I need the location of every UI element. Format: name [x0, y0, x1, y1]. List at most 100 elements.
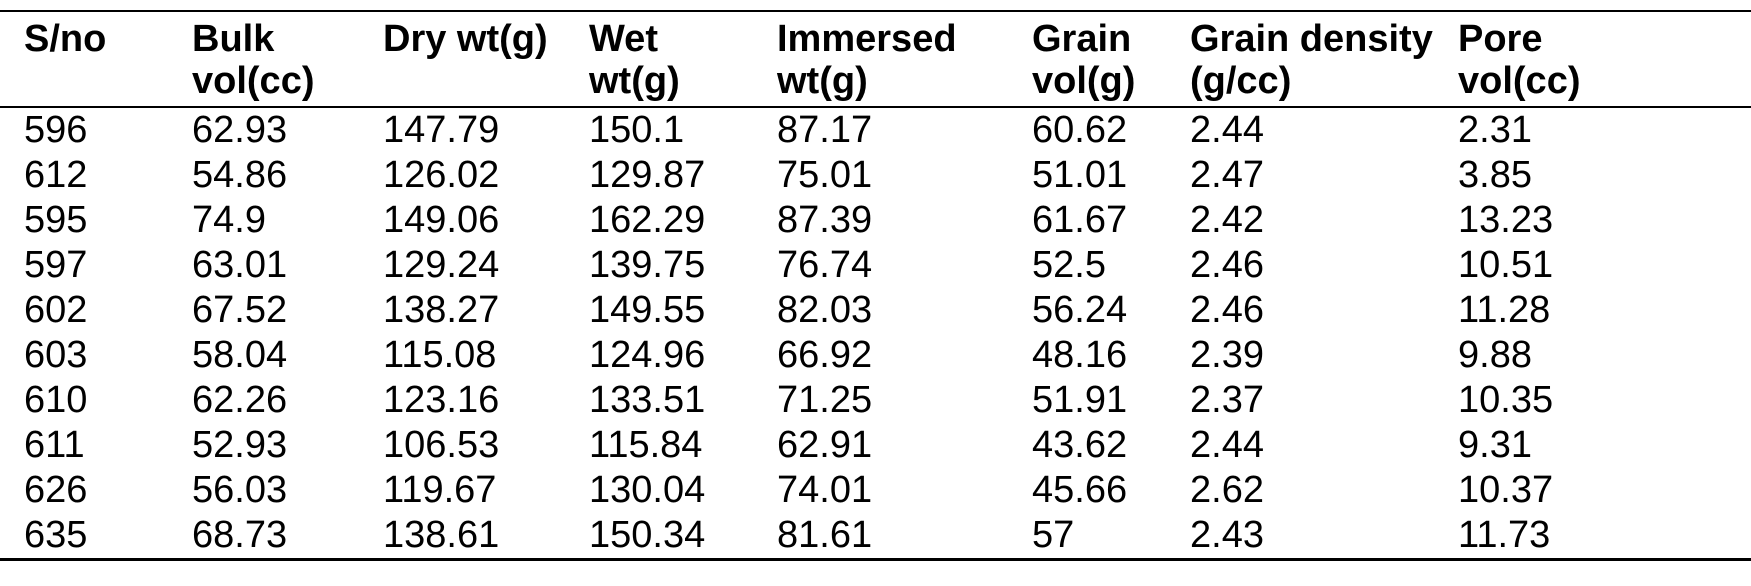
column-header-line: Grain — [1032, 18, 1132, 60]
table-cell-grain-vol: 57 — [1032, 514, 1075, 556]
table-cell-wet-wt: 139.75 — [589, 244, 706, 286]
table-cell-pore-vol: 9.31 — [1458, 424, 1532, 466]
column-header-line: vol(g) — [1032, 60, 1136, 102]
table-cell-immersed-wt: 66.92 — [777, 334, 873, 376]
table-cell-dry-wt: 138.27 — [383, 289, 500, 331]
table-cell-grain-vol: 48.16 — [1032, 334, 1128, 376]
table-row: 635 68.73 138.61 150.34 81.61 57 2.43 11.73 — [0, 513, 1751, 560]
table-cell-grain-vol: 52.5 — [1032, 244, 1106, 286]
table-row: 603 58.04 115.08 124.96 66.92 48.16 2.39 9.88 — [0, 333, 1751, 378]
table-body: 596 62.93 147.79 150.1 87.17 60.62 2.44 2.31 612… — [0, 107, 1751, 560]
table-cell-immersed-wt: 74.01 — [777, 469, 873, 511]
table-cell-dry-wt: 126.02 — [383, 154, 500, 196]
column-header-pore-vol: Pore vol(cc) — [1434, 11, 1751, 107]
column-header-line: vol(cc) — [192, 60, 315, 102]
table-cell-pore-vol: 10.51 — [1458, 244, 1554, 286]
table-header-row: S/no Bulk vol(cc) Dry wt(g) Wet wt(g) Immersed… — [0, 11, 1751, 107]
column-header-line: vol(cc) — [1458, 60, 1581, 102]
table-cell-dry-wt: 119.67 — [383, 469, 497, 511]
table-cell-grain-density: 2.47 — [1190, 154, 1264, 196]
table-cell-pore-vol: 9.88 — [1458, 334, 1532, 376]
table-cell-bulk-vol: 56.03 — [192, 469, 288, 511]
table-cell-grain-density: 2.46 — [1190, 289, 1264, 331]
column-header-line: Grain density — [1190, 18, 1433, 60]
table-cell-immersed-wt: 81.61 — [777, 514, 873, 556]
table-cell-wet-wt: 150.1 — [589, 109, 685, 151]
table-cell-grain-density: 2.62 — [1190, 469, 1264, 511]
table-cell-bulk-vol: 62.26 — [192, 379, 288, 421]
table-cell-sno: 603 — [24, 334, 88, 376]
table-cell-sno: 611 — [24, 424, 85, 466]
table-cell-grain-vol: 51.01 — [1032, 154, 1128, 196]
column-header-wet-wt: Wet wt(g) — [565, 11, 753, 107]
table-cell-wet-wt: 124.96 — [589, 334, 706, 376]
column-header-line: S/no — [24, 18, 107, 60]
column-header-bulk-vol: Bulk vol(cc) — [168, 11, 359, 107]
table-cell-wet-wt: 130.04 — [589, 469, 706, 511]
table-cell-grain-vol: 43.62 — [1032, 424, 1128, 466]
table-cell-immersed-wt: 87.17 — [777, 109, 873, 151]
table-row: 626 56.03 119.67 130.04 74.01 45.66 2.62 10.37 — [0, 468, 1751, 513]
table-cell-sno: 612 — [24, 154, 88, 196]
table-cell-grain-vol: 51.91 — [1032, 379, 1128, 421]
table-cell-wet-wt: 133.51 — [589, 379, 706, 421]
table-cell-grain-vol: 60.62 — [1032, 109, 1128, 151]
table-cell-sno: 635 — [24, 514, 88, 556]
column-header-line: wt(g) — [777, 60, 868, 102]
column-header-line: Pore — [1458, 18, 1543, 60]
table-row: 597 63.01 129.24 139.75 76.74 52.5 2.46 10.51 — [0, 243, 1751, 288]
table-cell-grain-density: 2.37 — [1190, 379, 1264, 421]
table-cell-grain-density: 2.43 — [1190, 514, 1264, 556]
table-cell-grain-density: 2.46 — [1190, 244, 1264, 286]
table-cell-bulk-vol: 52.93 — [192, 424, 288, 466]
table-row: 595 74.9 149.06 162.29 87.39 61.67 2.42 13.23 — [0, 198, 1751, 243]
column-header-line: wt(g) — [589, 60, 680, 102]
table-row: 611 52.93 106.53 115.84 62.91 43.62 2.44 9.31 — [0, 423, 1751, 468]
table-cell-bulk-vol: 67.52 — [192, 289, 288, 331]
table-cell-bulk-vol: 58.04 — [192, 334, 288, 376]
column-header-line: Bulk — [192, 18, 275, 60]
table-cell-sno: 595 — [24, 199, 88, 241]
table-cell-immersed-wt: 75.01 — [777, 154, 873, 196]
column-header-sno: S/no — [0, 11, 168, 107]
column-header-immersed-wt: Immersed wt(g) — [753, 11, 1008, 107]
table-cell-pore-vol: 13.23 — [1458, 199, 1554, 241]
column-header-dry-wt: Dry wt(g) — [359, 11, 565, 107]
data-table-container: S/no Bulk vol(cc) Dry wt(g) Wet wt(g) Immersed… — [0, 10, 1751, 561]
table-cell-wet-wt: 162.29 — [589, 199, 706, 241]
table-cell-wet-wt: 150.34 — [589, 514, 706, 556]
column-header-line: Wet — [589, 18, 658, 60]
table-cell-bulk-vol: 68.73 — [192, 514, 288, 556]
table-cell-pore-vol: 10.35 — [1458, 379, 1554, 421]
table-cell-sno: 626 — [24, 469, 88, 511]
table-cell-grain-density: 2.44 — [1190, 109, 1264, 151]
rock-properties-table: S/no Bulk vol(cc) Dry wt(g) Wet wt(g) Immersed… — [0, 10, 1751, 561]
table-cell-immersed-wt: 71.25 — [777, 379, 873, 421]
table-cell-pore-vol: 11.28 — [1458, 289, 1551, 331]
table-cell-immersed-wt: 87.39 — [777, 199, 873, 241]
table-cell-dry-wt: 123.16 — [383, 379, 500, 421]
table-cell-dry-wt: 115.08 — [383, 334, 497, 376]
column-header-grain-vol: Grain vol(g) — [1008, 11, 1166, 107]
table-cell-sno: 596 — [24, 109, 88, 151]
column-header-line: Dry wt(g) — [383, 18, 548, 60]
table-cell-sno: 597 — [24, 244, 88, 286]
table-cell-sno: 602 — [24, 289, 88, 331]
table-cell-bulk-vol: 63.01 — [192, 244, 288, 286]
table-row: 610 62.26 123.16 133.51 71.25 51.91 2.37 10.35 — [0, 378, 1751, 423]
table-cell-dry-wt: 129.24 — [383, 244, 500, 286]
table-cell-bulk-vol: 54.86 — [192, 154, 288, 196]
table-cell-pore-vol: 2.31 — [1458, 109, 1532, 151]
table-cell-dry-wt: 106.53 — [383, 424, 500, 466]
table-cell-grain-vol: 45.66 — [1032, 469, 1128, 511]
table-cell-bulk-vol: 74.9 — [192, 199, 266, 241]
table-row: 612 54.86 126.02 129.87 75.01 51.01 2.47 3.85 — [0, 153, 1751, 198]
column-header-line: (g/cc) — [1190, 60, 1292, 102]
table-cell-grain-vol: 61.67 — [1032, 199, 1128, 241]
table-cell-grain-vol: 56.24 — [1032, 289, 1128, 331]
table-cell-bulk-vol: 62.93 — [192, 109, 288, 151]
table-cell-wet-wt: 129.87 — [589, 154, 706, 196]
table-cell-pore-vol: 10.37 — [1458, 469, 1554, 511]
table-cell-pore-vol: 11.73 — [1458, 514, 1551, 556]
table-cell-grain-density: 2.44 — [1190, 424, 1264, 466]
